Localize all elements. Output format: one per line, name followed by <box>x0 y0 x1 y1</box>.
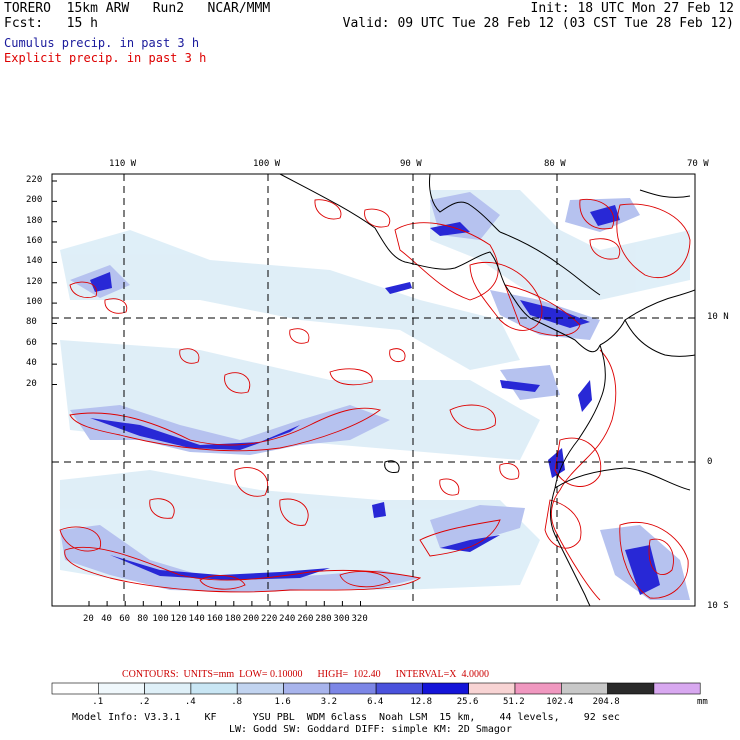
fcst-label: Fcst: <box>4 16 44 31</box>
lat-label-10n: 10 N <box>707 312 729 322</box>
x-tick-label: 200 <box>242 614 260 624</box>
colorbar-swatch <box>236 682 284 695</box>
y-tick-label: 80 <box>26 317 37 328</box>
x-tick-label: 20 <box>83 614 94 624</box>
x-tick-label: 140 <box>188 614 205 624</box>
colorbar-swatch <box>422 682 469 695</box>
model-resolution: 15km ARW <box>66 1 130 16</box>
y-tick-label: 120 <box>26 276 43 287</box>
colorbar-swatch <box>329 682 377 695</box>
lat-label-0: 0 <box>707 457 713 467</box>
lon-label-90w: 90 W <box>400 159 422 169</box>
fcst-value: 15 h <box>66 16 98 31</box>
colorbar-label: 1.6 <box>274 697 291 707</box>
colorbar-label: 12.8 <box>410 697 433 707</box>
explicit-precip-contours <box>59 198 691 601</box>
medium-precip-areas <box>60 192 690 600</box>
lon-label-70w: 70 W <box>687 159 709 169</box>
colorbar-swatch <box>468 682 516 695</box>
coastlines <box>279 174 695 606</box>
header-model: TORERO 15km ARW Run2 NCAR/MMM <box>4 2 270 16</box>
y-axis-ticks <box>52 180 57 385</box>
colorbar-swatch <box>560 682 608 695</box>
x-tick-label: 280 <box>315 614 332 624</box>
x-axis-ticks <box>88 601 361 606</box>
model-org: NCAR/MMM <box>207 1 271 16</box>
forecast-hour: Fcst: 15 h <box>4 17 98 31</box>
y-tick-label: 60 <box>26 337 37 348</box>
x-tick-label: 100 <box>152 614 169 624</box>
colorbar-swatch <box>51 682 99 695</box>
colorbar-label: 6.4 <box>367 697 384 707</box>
colorbar-swatch <box>190 682 238 695</box>
colorbar-label: .4 <box>184 697 196 707</box>
colorbar-swatch <box>653 682 701 695</box>
lon-label-110w: 110 W <box>109 159 137 169</box>
explicit-title: Explicit precip. in past 3 h <box>4 51 207 65</box>
colorbar-swatch <box>283 682 331 695</box>
physics-info: LW: Godd SW: Goddard DIFF: simple KM: 2D… <box>229 724 512 735</box>
y-tick-label: 180 <box>26 215 43 226</box>
colorbar-label: .2 <box>138 697 150 707</box>
colorbar-label: 3.2 <box>320 697 338 707</box>
x-tick-label: 120 <box>170 614 187 624</box>
colorbar-label: 51.2 <box>503 697 525 707</box>
cumulus-title: Cumulus precip. in past 3 h <box>4 36 200 50</box>
x-tick-label: 220 <box>261 614 278 624</box>
y-tick-label: 220 <box>26 175 43 185</box>
y-tick-label: 100 <box>26 297 43 308</box>
init-time: Init: 18 UTC Mon 27 Feb 12 <box>530 1 735 16</box>
lon-label-80w: 80 W <box>544 159 566 169</box>
valid-time: Valid: 09 UTC Tue 28 Feb 12 (03 CST Tue … <box>342 16 734 31</box>
y-tick-label: 140 <box>26 256 43 267</box>
colorbar-swatch <box>514 682 562 695</box>
x-tick-label: 300 <box>333 614 350 624</box>
x-tick-label: 260 <box>297 614 314 624</box>
y-tick-label: 20 <box>26 378 37 389</box>
lon-label-100w: 100 W <box>253 159 281 169</box>
x-tick-label: 240 <box>279 614 296 624</box>
model-info: Model Info: V3.3.1 KF YSU PBL WDM 6class… <box>72 712 620 723</box>
colorbar-swatch <box>98 682 145 695</box>
colorbar-label: .8 <box>231 697 243 707</box>
colorbar-swatch <box>144 682 192 695</box>
x-tick-label: 180 <box>224 614 242 624</box>
latlon-grid <box>52 174 695 606</box>
x-tick-label: 40 <box>101 614 112 624</box>
model-name: TORERO <box>4 1 51 16</box>
colorbar-swatch <box>375 682 423 695</box>
colorbar-label: 25.6 <box>456 697 479 707</box>
x-tick-label: 160 <box>206 614 223 624</box>
colorbar <box>51 682 701 695</box>
x-tick-label: 60 <box>119 614 131 624</box>
colorbar-label: 204.8 <box>592 697 620 707</box>
model-run: Run2 <box>152 1 185 16</box>
y-tick-label: 40 <box>26 358 37 369</box>
colorbar-label: 102.4 <box>546 697 574 707</box>
y-tick-label: 200 <box>26 195 43 206</box>
x-tick-label: 80 <box>137 614 149 624</box>
colorbar-swatch <box>607 682 655 695</box>
colorbar-label: .1 <box>92 697 104 707</box>
lat-label-10s: 10 S <box>707 601 729 611</box>
y-tick-label: 160 <box>26 236 43 247</box>
x-tick-label: 320 <box>351 614 368 624</box>
colorbar-unit: mm <box>697 697 708 707</box>
contours-info: CONTOURS: UNITS=mm LOW= 0.10000 HIGH= 10… <box>122 669 489 680</box>
map-frame <box>51 173 696 607</box>
